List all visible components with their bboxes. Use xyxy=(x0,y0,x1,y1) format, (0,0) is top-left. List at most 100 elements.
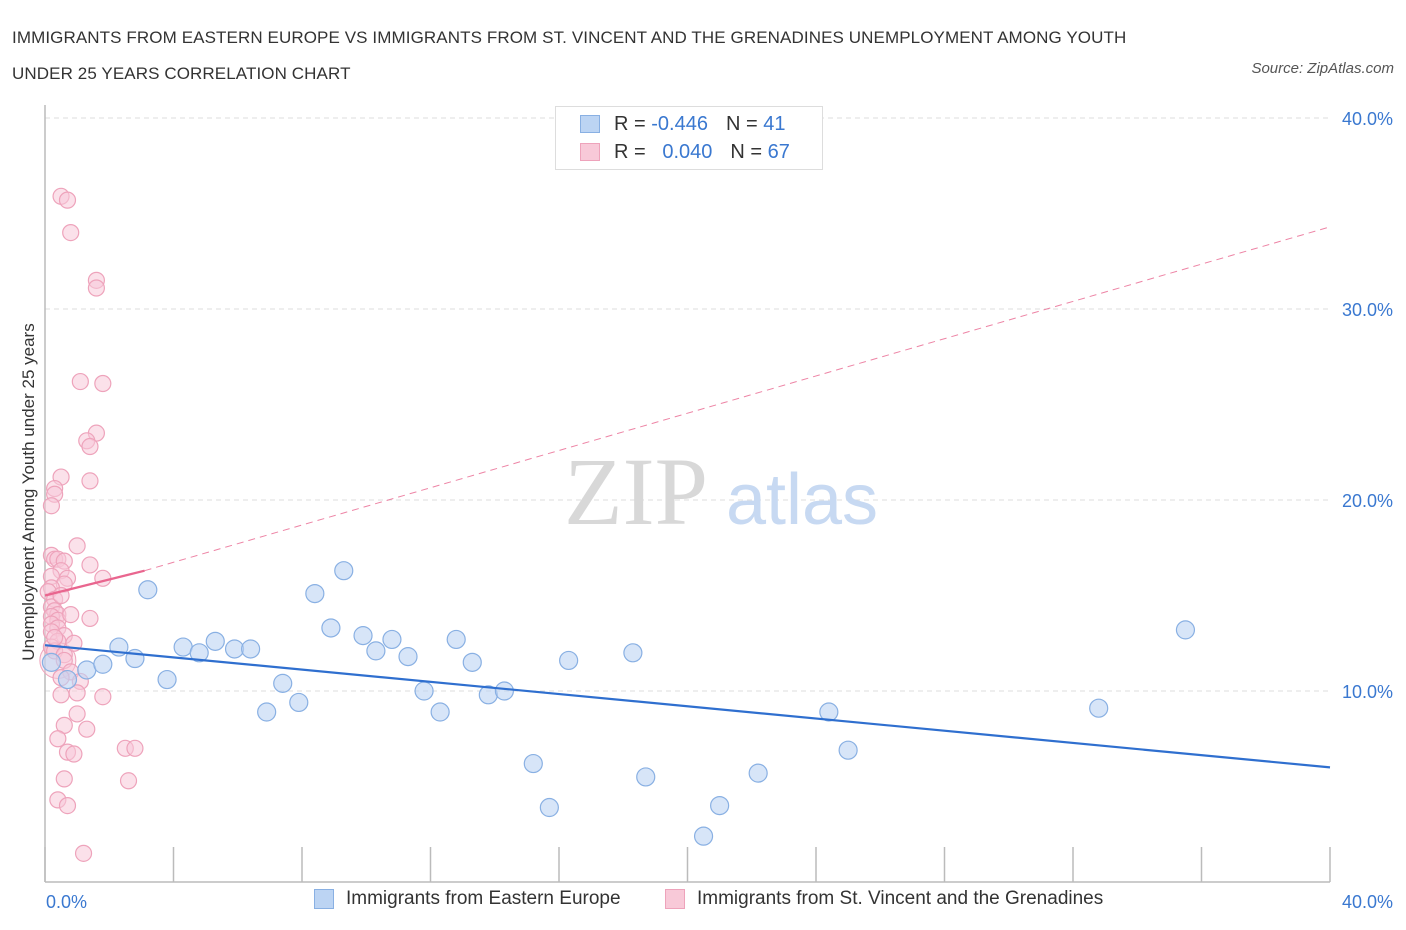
watermark-atlas: atlas xyxy=(726,460,878,540)
legend-swatch-blue xyxy=(580,115,600,133)
data-point-pink xyxy=(55,770,73,788)
watermark-zip: ZIP xyxy=(564,438,708,545)
bottom-legend-item-st-vincent: Immigrants from St. Vincent and the Gren… xyxy=(665,888,1103,910)
legend-r-label: R = xyxy=(614,112,646,135)
bottom-legend-label: Immigrants from St. Vincent and the Gren… xyxy=(697,888,1104,909)
data-point-blue xyxy=(693,826,714,846)
legend-row-series1: R = -0.446 N = 41 xyxy=(580,112,785,136)
data-point-pink xyxy=(78,720,96,738)
data-point-blue xyxy=(173,637,193,657)
bottom-legend-swatch-blue xyxy=(314,889,334,909)
data-point-pink xyxy=(74,844,93,862)
data-point-pink xyxy=(65,745,83,763)
data-point-pink xyxy=(119,772,138,790)
trend-line-pink-dashed xyxy=(144,226,1331,572)
data-point-pink xyxy=(68,705,86,723)
data-point-blue xyxy=(224,639,245,659)
data-point-pink xyxy=(94,688,112,706)
trend-line-pink xyxy=(44,569,145,597)
legend-row-series2: R = 0.040 N = 67 xyxy=(580,140,790,164)
data-point-pink xyxy=(126,739,144,757)
data-point-blue xyxy=(366,641,386,661)
data-point-blue xyxy=(189,643,209,663)
data-point-pink xyxy=(81,609,99,628)
data-point-pink xyxy=(42,497,61,515)
data-point-pink xyxy=(68,537,86,555)
y-tick-label: 20.0% xyxy=(1342,491,1393,511)
data-point-blue xyxy=(414,681,434,701)
legend-r-value: -0.446 xyxy=(651,112,708,135)
data-point-blue xyxy=(523,753,543,774)
data-point-blue xyxy=(77,660,97,680)
data-point-blue xyxy=(710,795,730,816)
data-point-pink xyxy=(81,556,99,574)
data-point-blue xyxy=(838,740,858,760)
data-point-blue xyxy=(430,702,450,722)
tick-labels: 10.0% 20.0% 30.0% 40.0% 0.0% 40.0% xyxy=(46,109,1393,912)
data-point-blue xyxy=(257,702,277,722)
data-point-pink xyxy=(58,191,77,209)
trend-lines xyxy=(144,226,1331,572)
bottom-legend-item-eastern-europe: Immigrants from Eastern Europe xyxy=(314,888,621,910)
data-point-blue xyxy=(1089,698,1109,718)
data-point-blue xyxy=(462,652,482,672)
source-label: Source: ZipAtlas.com xyxy=(1251,60,1394,77)
y-axis-label: Unemployment Among Youth under 25 years xyxy=(19,323,38,661)
legend-n-label: N = xyxy=(730,140,763,163)
axes xyxy=(44,105,1331,883)
data-point-pink xyxy=(58,796,77,815)
legend-r-value: 0.040 xyxy=(662,140,713,163)
data-point-blue xyxy=(398,647,418,667)
data-point-pink xyxy=(46,628,64,647)
y-tick-label: 40.0% xyxy=(1342,109,1393,129)
data-point-blue xyxy=(57,669,78,690)
data-point-pink xyxy=(62,605,80,624)
data-point-blue xyxy=(494,681,514,701)
legend-n-value: 41 xyxy=(763,112,786,135)
data-point-blue xyxy=(748,763,768,783)
data-point-blue xyxy=(559,650,579,671)
legend-r-label: R = xyxy=(614,140,646,163)
legend-n-value: 67 xyxy=(767,140,790,163)
chart-title: IMMIGRANTS FROM EASTERN EUROPE VS IMMIGR… xyxy=(12,28,1127,83)
data-point-blue xyxy=(93,654,113,674)
data-point-blue xyxy=(205,631,225,651)
data-point-blue xyxy=(353,626,373,646)
x-tick-label: 0.0% xyxy=(46,892,87,912)
data-point-pink xyxy=(49,730,67,748)
data-point-blue xyxy=(539,797,559,818)
data-point-blue xyxy=(241,639,261,659)
data-point-blue xyxy=(305,583,325,604)
data-point-blue xyxy=(334,561,354,581)
data-point-blue xyxy=(273,673,293,693)
data-points xyxy=(39,187,1331,862)
y-tick-label: 30.0% xyxy=(1342,300,1393,320)
data-point-pink xyxy=(52,686,70,704)
bottom-legend-label: Immigrants from Eastern Europe xyxy=(346,888,621,909)
data-point-blue xyxy=(382,629,402,650)
legend-n-label: N = xyxy=(725,112,758,135)
data-point-pink xyxy=(81,437,99,456)
data-point-blue xyxy=(157,669,177,690)
data-point-blue xyxy=(1175,620,1196,640)
legend: R = -0.446 N = 41 R = 0.040 N = 67 xyxy=(555,106,823,170)
data-point-blue xyxy=(321,618,341,638)
data-point-blue xyxy=(623,643,643,663)
data-point-pink xyxy=(94,374,112,393)
data-point-blue xyxy=(636,767,656,787)
data-point-pink xyxy=(87,279,106,297)
watermark: ZIP atlas xyxy=(564,438,878,545)
data-point-blue xyxy=(41,652,62,672)
y-tick-label: 10.0% xyxy=(1342,682,1393,702)
trend-line-blue xyxy=(44,644,1331,769)
legend-swatch-pink xyxy=(580,143,600,161)
data-point-blue xyxy=(289,692,309,713)
data-point-pink xyxy=(62,224,80,242)
data-point-pink xyxy=(71,372,89,391)
data-point-pink xyxy=(81,472,99,490)
data-point-blue xyxy=(138,580,158,600)
data-point-pink xyxy=(94,569,112,587)
bottom-legend-swatch-pink xyxy=(665,889,685,909)
x-tick-label: 40.0% xyxy=(1342,892,1393,912)
